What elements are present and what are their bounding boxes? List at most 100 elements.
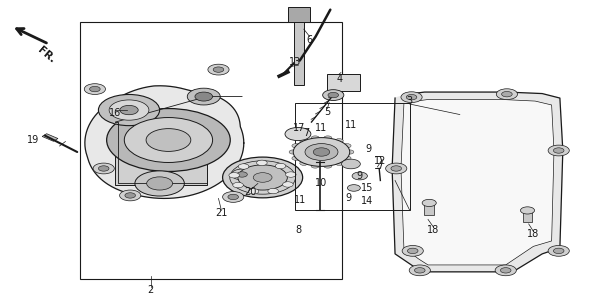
Circle shape xyxy=(553,148,564,153)
Circle shape xyxy=(229,172,240,178)
Circle shape xyxy=(292,156,300,160)
Circle shape xyxy=(343,144,351,148)
Text: 7: 7 xyxy=(304,128,310,138)
Bar xyxy=(288,7,310,22)
Bar xyxy=(295,103,410,210)
Circle shape xyxy=(283,182,293,187)
Text: 9: 9 xyxy=(357,171,363,181)
Circle shape xyxy=(208,64,229,75)
Ellipse shape xyxy=(109,100,149,120)
Circle shape xyxy=(238,165,287,190)
Text: 14: 14 xyxy=(360,197,373,206)
Circle shape xyxy=(147,177,172,190)
Circle shape xyxy=(401,92,422,103)
Bar xyxy=(80,22,342,279)
Circle shape xyxy=(328,92,339,98)
Polygon shape xyxy=(85,86,244,198)
Text: 11: 11 xyxy=(316,123,327,133)
Circle shape xyxy=(415,268,425,273)
Circle shape xyxy=(422,199,436,206)
Text: 12: 12 xyxy=(374,156,386,166)
Circle shape xyxy=(213,67,224,72)
Circle shape xyxy=(323,90,344,101)
Circle shape xyxy=(231,169,253,180)
Circle shape xyxy=(300,139,308,143)
Circle shape xyxy=(253,173,272,182)
Circle shape xyxy=(386,163,407,174)
Text: 21: 21 xyxy=(215,208,228,219)
Circle shape xyxy=(335,139,343,143)
Polygon shape xyxy=(401,100,554,265)
Circle shape xyxy=(496,89,517,100)
Circle shape xyxy=(342,159,360,169)
Text: 9: 9 xyxy=(345,194,351,203)
Text: 9: 9 xyxy=(366,144,372,154)
Circle shape xyxy=(305,144,338,160)
Circle shape xyxy=(238,164,249,169)
Circle shape xyxy=(348,185,360,191)
Circle shape xyxy=(233,182,244,188)
Bar xyxy=(42,134,58,141)
Text: 17: 17 xyxy=(293,123,305,133)
Bar xyxy=(116,122,206,185)
Circle shape xyxy=(222,157,303,198)
Circle shape xyxy=(135,171,184,196)
Text: 15: 15 xyxy=(360,183,373,193)
Polygon shape xyxy=(392,92,563,272)
Circle shape xyxy=(285,127,311,141)
Text: 3: 3 xyxy=(407,96,413,106)
Circle shape xyxy=(237,172,247,177)
Text: 13: 13 xyxy=(289,57,301,67)
Circle shape xyxy=(502,92,512,97)
Circle shape xyxy=(99,166,109,171)
Circle shape xyxy=(335,161,343,165)
Circle shape xyxy=(548,246,569,256)
Circle shape xyxy=(120,190,141,201)
Text: 18: 18 xyxy=(427,225,440,235)
Text: 19: 19 xyxy=(27,135,39,145)
Circle shape xyxy=(286,172,296,177)
Circle shape xyxy=(93,163,114,174)
Circle shape xyxy=(520,207,535,214)
Ellipse shape xyxy=(99,95,160,126)
Bar xyxy=(424,203,434,215)
Circle shape xyxy=(553,248,564,253)
Text: 6: 6 xyxy=(307,35,313,45)
Circle shape xyxy=(195,92,212,101)
Circle shape xyxy=(293,138,350,166)
Circle shape xyxy=(548,145,569,156)
Text: 4: 4 xyxy=(336,73,342,84)
Circle shape xyxy=(391,166,402,171)
Circle shape xyxy=(292,144,300,148)
Circle shape xyxy=(409,265,430,276)
Circle shape xyxy=(311,136,319,140)
Circle shape xyxy=(343,156,351,160)
Circle shape xyxy=(187,88,220,105)
Circle shape xyxy=(408,248,418,253)
Circle shape xyxy=(268,188,278,194)
Circle shape xyxy=(228,194,238,200)
Circle shape xyxy=(346,150,354,154)
Text: 20: 20 xyxy=(245,188,257,197)
Text: 10: 10 xyxy=(316,178,327,188)
Text: 5: 5 xyxy=(324,107,330,116)
Circle shape xyxy=(222,191,244,202)
Text: FR.: FR. xyxy=(36,45,57,65)
Circle shape xyxy=(276,163,286,169)
Circle shape xyxy=(402,246,423,256)
Text: 18: 18 xyxy=(527,229,539,239)
Text: 16: 16 xyxy=(109,108,122,118)
Bar xyxy=(523,211,532,222)
Circle shape xyxy=(125,193,136,198)
Bar xyxy=(327,74,360,91)
Circle shape xyxy=(313,148,330,156)
Ellipse shape xyxy=(120,105,138,115)
Text: 11: 11 xyxy=(294,195,306,205)
Bar xyxy=(294,10,304,85)
Text: 8: 8 xyxy=(295,225,301,235)
Text: 11: 11 xyxy=(345,120,357,130)
Circle shape xyxy=(300,161,308,165)
Circle shape xyxy=(495,265,516,276)
Circle shape xyxy=(257,160,267,166)
Circle shape xyxy=(107,109,230,172)
